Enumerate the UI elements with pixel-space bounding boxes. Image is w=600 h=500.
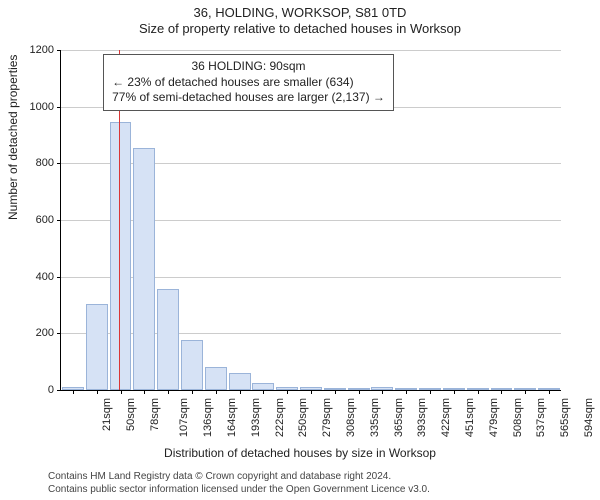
x-tick bbox=[430, 390, 431, 394]
x-tick bbox=[192, 390, 193, 394]
y-tick bbox=[57, 390, 61, 391]
x-tick bbox=[525, 390, 526, 394]
x-tick-label: 365sqm bbox=[393, 398, 405, 437]
x-tick bbox=[97, 390, 98, 394]
x-tick bbox=[263, 390, 264, 394]
x-tick-label: 565sqm bbox=[559, 398, 571, 437]
x-tick-label: 422sqm bbox=[440, 398, 452, 437]
x-tick-label: 250sqm bbox=[298, 398, 310, 437]
y-tick-label: 1000 bbox=[0, 101, 54, 113]
histogram-bar bbox=[86, 304, 108, 390]
footer-line-1: Contains HM Land Registry data © Crown c… bbox=[48, 471, 430, 484]
y-tick-label: 0 bbox=[0, 384, 54, 396]
annotation-box: 36 HOLDING: 90sqm← 23% of detached house… bbox=[103, 54, 394, 111]
annotation-line-3: 77% of semi-detached houses are larger (… bbox=[112, 90, 385, 106]
x-tick-label: 308sqm bbox=[345, 398, 357, 437]
x-tick-label: 393sqm bbox=[417, 398, 429, 437]
x-tick-label: 594sqm bbox=[583, 398, 595, 437]
y-tick-label: 800 bbox=[0, 157, 54, 169]
histogram-bar bbox=[229, 373, 251, 390]
footer-line-2: Contains public sector information licen… bbox=[48, 484, 430, 497]
x-tick bbox=[121, 390, 122, 394]
histogram-bar bbox=[110, 122, 132, 390]
y-tick bbox=[57, 277, 61, 278]
x-tick bbox=[549, 390, 550, 394]
x-axis-label: Distribution of detached houses by size … bbox=[0, 446, 600, 460]
footer-attribution: Contains HM Land Registry data © Crown c… bbox=[48, 471, 430, 496]
annotation-line-1: 36 HOLDING: 90sqm bbox=[112, 59, 385, 75]
y-tick-label: 400 bbox=[0, 271, 54, 283]
histogram-bar bbox=[133, 148, 155, 390]
x-tick bbox=[73, 390, 74, 394]
y-tick-label: 1200 bbox=[0, 44, 54, 56]
annotation-line-2: ← 23% of detached houses are smaller (63… bbox=[112, 75, 385, 91]
histogram-bar bbox=[181, 340, 203, 390]
y-tick bbox=[57, 107, 61, 108]
x-tick-label: 537sqm bbox=[536, 398, 548, 437]
y-axis-label: Number of detached properties bbox=[6, 55, 20, 220]
x-tick bbox=[240, 390, 241, 394]
histogram-bar bbox=[157, 289, 179, 390]
page-title: 36, HOLDING, WORKSOP, S81 0TD bbox=[0, 0, 600, 20]
x-tick bbox=[501, 390, 502, 394]
x-tick-label: 451sqm bbox=[464, 398, 476, 437]
x-tick-label: 279sqm bbox=[321, 398, 333, 437]
page-subtitle: Size of property relative to detached ho… bbox=[0, 22, 600, 36]
x-tick bbox=[382, 390, 383, 394]
x-tick bbox=[144, 390, 145, 394]
x-tick-label: 222sqm bbox=[274, 398, 286, 437]
x-tick-label: 107sqm bbox=[178, 398, 190, 437]
x-tick bbox=[311, 390, 312, 394]
x-tick bbox=[359, 390, 360, 394]
y-tick bbox=[57, 163, 61, 164]
x-tick-label: 479sqm bbox=[488, 398, 500, 437]
y-tick bbox=[57, 333, 61, 334]
x-tick bbox=[168, 390, 169, 394]
x-tick-label: 164sqm bbox=[226, 398, 238, 437]
histogram-bar bbox=[252, 383, 274, 390]
y-tick-label: 600 bbox=[0, 214, 54, 226]
x-tick bbox=[454, 390, 455, 394]
x-tick bbox=[335, 390, 336, 394]
x-tick bbox=[287, 390, 288, 394]
x-tick-label: 50sqm bbox=[125, 398, 137, 431]
x-tick-label: 136sqm bbox=[202, 398, 214, 437]
x-tick-label: 335sqm bbox=[369, 398, 381, 437]
chart-plot-area: 36 HOLDING: 90sqm← 23% of detached house… bbox=[60, 50, 561, 391]
x-tick-label: 78sqm bbox=[149, 398, 161, 431]
x-tick-label: 508sqm bbox=[512, 398, 524, 437]
grid-line bbox=[61, 50, 561, 51]
x-tick bbox=[216, 390, 217, 394]
histogram-bar bbox=[205, 367, 227, 390]
y-tick bbox=[57, 50, 61, 51]
y-tick bbox=[57, 220, 61, 221]
x-tick bbox=[478, 390, 479, 394]
x-tick-label: 193sqm bbox=[250, 398, 262, 437]
y-tick-label: 200 bbox=[0, 327, 54, 339]
x-tick bbox=[406, 390, 407, 394]
x-tick-label: 21sqm bbox=[101, 398, 113, 431]
